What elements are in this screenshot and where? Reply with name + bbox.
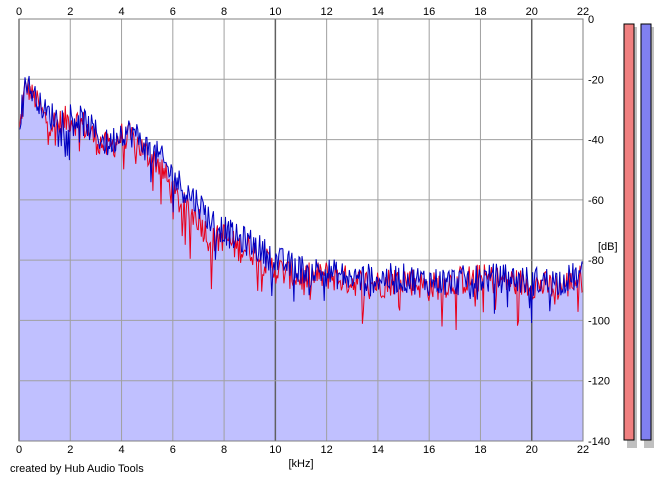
level-meter-2 — [640, 23, 652, 441]
x-tick-label-bottom: 16 — [423, 444, 435, 456]
y-tick-label: -120 — [588, 376, 610, 388]
x-tick-label-bottom: 10 — [269, 444, 281, 456]
x-tick-label-bottom: 8 — [221, 444, 227, 456]
x-tick-label-top: 16 — [423, 6, 435, 18]
x-tick-label-bottom: 0 — [16, 444, 22, 456]
credit-text: created by Hub Audio Tools — [10, 463, 144, 475]
y-tick-label: -40 — [588, 135, 604, 147]
plot-frame — [18, 18, 584, 442]
x-tick-label-top: 4 — [118, 6, 124, 18]
x-tick-label-bottom: 6 — [170, 444, 176, 456]
x-tick-label-top: 14 — [372, 6, 384, 18]
y-tick-label: -100 — [588, 315, 610, 327]
x-axis-label: [kHz] — [288, 458, 313, 470]
level-meters — [623, 23, 654, 448]
x-tick-label-bottom: 22 — [577, 444, 589, 456]
x-tick-label-top: 18 — [474, 6, 486, 18]
x-tick-label-top: 12 — [321, 6, 333, 18]
x-tick-label-bottom: 18 — [474, 444, 486, 456]
chart-grid — [18, 18, 584, 442]
x-tick-label-top: 6 — [170, 6, 176, 18]
y-tick-label: -20 — [588, 74, 604, 86]
x-tick-label-top: 8 — [221, 6, 227, 18]
y-tick-label: -60 — [588, 195, 604, 207]
x-tick-label-bottom: 12 — [321, 444, 333, 456]
series-lines — [18, 75, 584, 331]
y-tick-label: 0 — [588, 14, 594, 26]
x-tick-label-top: 0 — [16, 6, 22, 18]
x-tick-label-bottom: 20 — [526, 444, 538, 456]
series-line-2 — [18, 75, 584, 324]
x-tick-label-top: 20 — [526, 6, 538, 18]
spectrum-fill-area — [19, 19, 583, 441]
y-tick-labels: 0 -20 -40 -60 -80 -100 -120 -140 — [588, 14, 610, 448]
y-tick-label: -140 — [588, 436, 610, 448]
y-tick-label: -80 — [588, 255, 604, 267]
x-tick-label-top: 22 — [577, 6, 589, 18]
y-axis-label: [dB] — [598, 241, 618, 253]
x-tick-label-bottom: 2 — [67, 444, 73, 456]
level-meter-1 — [623, 23, 635, 441]
x-tick-label-bottom: 4 — [118, 444, 124, 456]
x-tick-label-top: 2 — [67, 6, 73, 18]
x-tick-label-bottom: 14 — [372, 444, 384, 456]
x-tick-label-top: 10 — [269, 6, 281, 18]
